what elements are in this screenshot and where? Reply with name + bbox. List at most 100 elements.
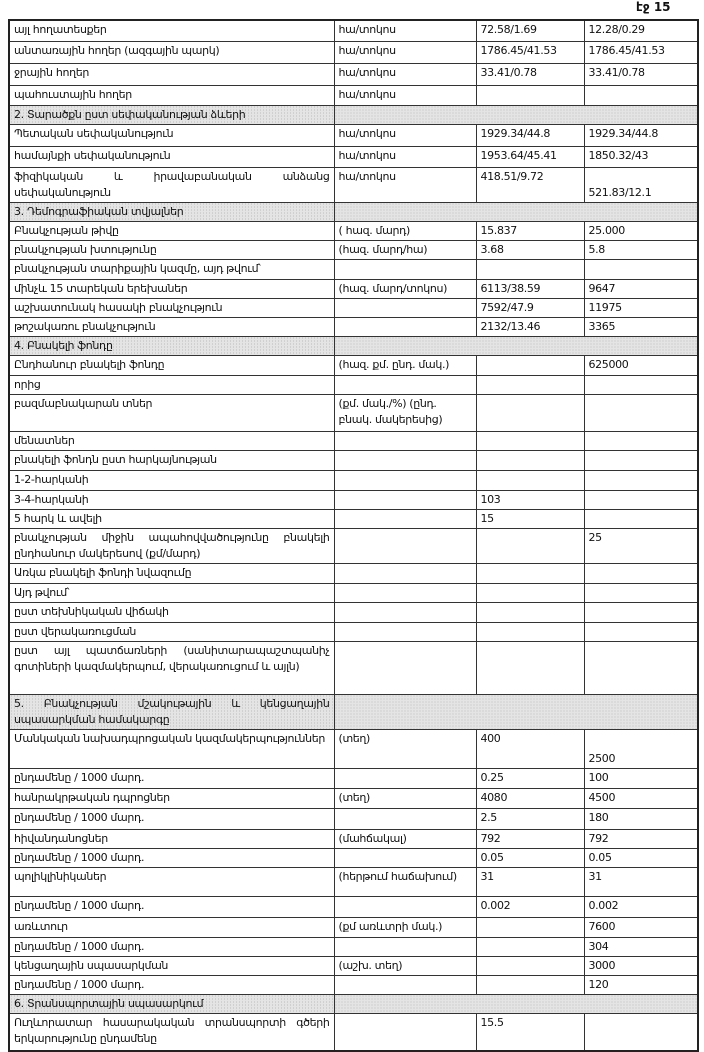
table-row: պոլիկլինիկաներ (հերթում հաճախում) 31 31 xyxy=(8,866,699,897)
section-title: 5. Բնակչության մշակութային և կենցաղային … xyxy=(8,693,335,730)
unit-cell xyxy=(333,974,477,995)
table-row: բնակչության խտությունը (հազ. մարդ/հա) 3.68… xyxy=(8,239,699,260)
value-projected-cell: 0.002 xyxy=(583,895,699,918)
unit-cell: (աշխ. տեղ) xyxy=(333,955,477,976)
unit-cell: ( հազ. մարդ) xyxy=(333,220,477,241)
indicator-cell: հիվանդանոցներ xyxy=(8,828,335,849)
indicator-cell: ջրային հողեր xyxy=(8,62,335,86)
value-current-cell: 792 xyxy=(475,828,585,849)
value-projected-cell xyxy=(583,1012,699,1052)
unit-cell: (հերթում հաճախում) xyxy=(333,866,477,897)
value-current-cell: 3.68 xyxy=(475,239,585,260)
value-current-cell: 15.837 xyxy=(475,220,585,241)
value-current-cell xyxy=(475,621,585,642)
section-title: 4. Բնակելի ֆոնդը xyxy=(8,335,335,356)
value-projected-cell: 11975 xyxy=(583,297,699,318)
unit-cell: (հազ. մարդ/հա) xyxy=(333,239,477,260)
table-row: կենցաղային սպասարկման (աշխ. տեղ) 3000 xyxy=(8,955,699,976)
unit-cell xyxy=(333,316,477,337)
unit-cell xyxy=(333,469,477,491)
value-projected-cell: 25 xyxy=(583,527,699,564)
value-current-cell: 72.58/1.69 xyxy=(475,19,585,42)
value-current-cell: 2132/13.46 xyxy=(475,316,585,337)
indicator-cell: ըստ տեխնիկական վիճակի xyxy=(8,601,335,623)
section-header-row: 2. Տարածքն ըստ սեփականության ձևերի xyxy=(8,104,699,125)
value-projected-cell: 7600 xyxy=(583,916,699,938)
table-row: մենատներ xyxy=(8,430,699,451)
indicator-cell: ընդամենը / 1000 մարդ. xyxy=(8,895,335,918)
table-row: բնակելի ֆոնդն ըստ հարկայնության xyxy=(8,449,699,471)
unit-cell xyxy=(333,640,477,695)
indicator-cell: Ուղևորատար հասարակական տրանսպորտի գծերի … xyxy=(8,1012,335,1052)
unit-cell: հա/տոկոս xyxy=(333,123,477,147)
indicator-cell: Այդ թվում՝ xyxy=(8,582,335,603)
value-projected-cell: 1929.34/44.8 xyxy=(583,123,699,147)
table-row: Առկա բնակելի ֆոնդի նվազումը xyxy=(8,562,699,584)
table-row: 1-2-հարկանի xyxy=(8,469,699,491)
value-projected-cell xyxy=(583,374,699,395)
value-projected-cell: 33.41/0.78 xyxy=(583,62,699,86)
table-row: Այդ թվում՝ xyxy=(8,582,699,603)
value-projected-cell: 9647 xyxy=(583,278,699,299)
unit-cell xyxy=(333,582,477,603)
value-current-cell xyxy=(475,469,585,491)
value-projected-cell: 3365 xyxy=(583,316,699,337)
indicator-cell: այլ հողատեսքեր xyxy=(8,19,335,42)
table-row: ըստ տեխնիկական վիճակի xyxy=(8,601,699,623)
value-projected-cell: 180 xyxy=(583,807,699,830)
table-row: այլ հողատեսքեր հա/տոկոս 72.58/1.69 12.28/0.… xyxy=(8,19,699,42)
unit-cell: (քմ առևտրի մակ.) xyxy=(333,916,477,938)
value-projected-cell xyxy=(583,258,699,280)
unit-cell: (հազ. մարդ/տոկոս) xyxy=(333,278,477,299)
table-row: աշխատունակ հասակի բնակչություն 7592/47.9 1… xyxy=(8,297,699,318)
value-projected-cell xyxy=(583,640,699,695)
value-current-cell xyxy=(475,562,585,584)
value-projected-cell xyxy=(583,84,699,106)
section-header-row: 6. Տրանսպորտային սպասարկում xyxy=(8,993,699,1014)
unit-cell: հա/տոկոս xyxy=(333,84,477,106)
value-projected-cell: 3000 xyxy=(583,955,699,976)
value-projected-cell: 1786.45/41.53 xyxy=(583,40,699,64)
table-row: Ուղևորատար հասարակական տրանսպորտի գծերի … xyxy=(8,1012,699,1052)
table-row: ֆիզիկական և իրավաբանական անձանց սեփականո… xyxy=(8,166,699,203)
unit-cell xyxy=(333,297,477,318)
indicator-cell: որից xyxy=(8,374,335,395)
value-projected-cell: 120 xyxy=(583,974,699,995)
indicator-cell: 1-2-հարկանի xyxy=(8,469,335,491)
table-row: բազմաբնակարան տներ (քմ. մակ./%) (ընդ. բնա… xyxy=(8,393,699,432)
indicator-cell: ընդամենը / 1000 մարդ. xyxy=(8,807,335,830)
table-row: հանրակրթական դպրոցներ (տեղ) 4080 4500 xyxy=(8,787,699,809)
indicator-cell: ըստ այլ պատճառների (սանիտարապաշտպանիչ գո… xyxy=(8,640,335,695)
value-projected-cell: 5.8 xyxy=(583,239,699,260)
value-current-cell xyxy=(475,936,585,957)
value-projected-cell xyxy=(583,393,699,432)
unit-cell xyxy=(333,508,477,529)
table-row: Պետական սեփականություն հա/տոկոս 1929.34/44… xyxy=(8,123,699,147)
indicator-cell: Բնակչության թիվը xyxy=(8,220,335,241)
table-row: Ընդհանուր բնակելի ֆոնդը (հազ. քմ. ընդ. մա… xyxy=(8,354,699,376)
value-projected-cell: 521.83/12.1 xyxy=(583,166,699,203)
table-row: ընդամենը / 1000 մարդ. 304 xyxy=(8,936,699,957)
value-projected-cell xyxy=(583,469,699,491)
value-current-cell xyxy=(475,974,585,995)
value-current-cell: 400 xyxy=(475,728,585,769)
value-current-cell xyxy=(475,258,585,280)
unit-cell: (հազ. քմ. ընդ. մակ.) xyxy=(333,354,477,376)
value-current-cell xyxy=(475,955,585,976)
table-row: ընդամենը / 1000 մարդ. 0.002 0.002 xyxy=(8,895,699,918)
value-current-cell: 15 xyxy=(475,508,585,529)
table-row: ջրային հողեր հա/տոկոս 33.41/0.78 33.41/0.78 xyxy=(8,62,699,86)
value-current-cell xyxy=(475,582,585,603)
value-current-cell xyxy=(475,84,585,106)
unit-cell xyxy=(333,258,477,280)
unit-cell xyxy=(333,449,477,471)
value-projected-cell xyxy=(583,449,699,471)
value-current-cell: 0.002 xyxy=(475,895,585,918)
value-projected-cell: 625000 xyxy=(583,354,699,376)
unit-cell: (տեղ) xyxy=(333,728,477,769)
indicator-cell: բնակչության միջին ապահովվածությունը բնակ… xyxy=(8,527,335,564)
table-row: առևտուր (քմ առևտրի մակ.) 7600 xyxy=(8,916,699,938)
value-projected-cell: 100 xyxy=(583,767,699,789)
value-current-cell xyxy=(475,601,585,623)
indicator-cell: կենցաղային սպասարկման xyxy=(8,955,335,976)
